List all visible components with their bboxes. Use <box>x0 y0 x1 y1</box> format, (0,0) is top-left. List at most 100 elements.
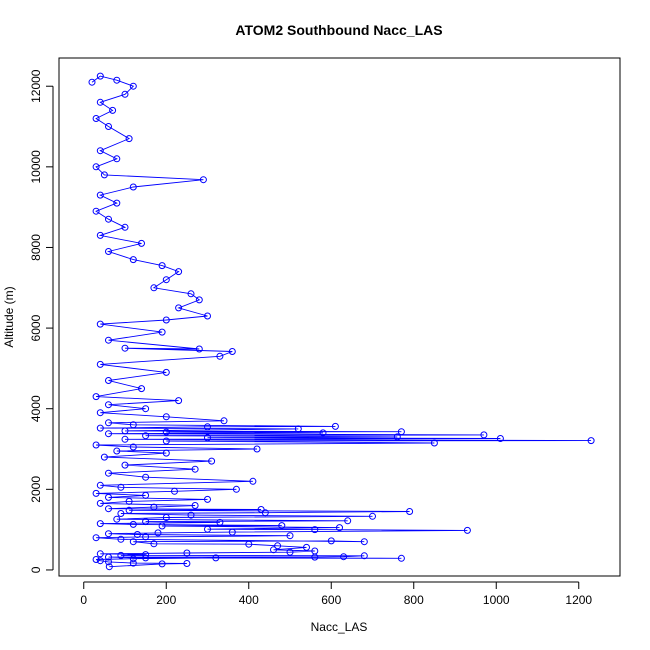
data-point <box>158 560 166 568</box>
data-point <box>92 534 100 542</box>
data-point <box>208 457 216 465</box>
data-point <box>150 540 158 548</box>
y-tick-label: 6000 <box>29 314 43 341</box>
data-point <box>105 553 112 561</box>
data-point <box>162 316 170 324</box>
data-point <box>406 508 414 515</box>
data-point <box>270 546 277 554</box>
data-point <box>129 443 137 451</box>
data-point <box>105 558 112 566</box>
data-point <box>129 421 137 429</box>
series-line <box>91 75 592 568</box>
data-point <box>125 135 133 143</box>
data-point <box>88 78 96 86</box>
data-point <box>96 98 104 106</box>
data-point <box>121 427 129 435</box>
data-point <box>212 554 220 562</box>
data-point <box>204 495 211 503</box>
plot-area <box>58 57 621 577</box>
data-point <box>340 553 348 561</box>
data-point <box>121 344 129 352</box>
data-point <box>162 368 170 376</box>
data-point <box>195 296 203 304</box>
data-point <box>105 377 112 384</box>
data-point <box>129 555 137 563</box>
data-point <box>142 432 150 440</box>
data-point <box>327 537 335 545</box>
data-point <box>105 505 112 513</box>
x-axis-label: Nacc_LAS <box>311 620 368 634</box>
data-point <box>113 76 121 84</box>
data-point <box>96 360 104 368</box>
data-point <box>121 223 129 231</box>
data-point <box>360 552 368 560</box>
data-point <box>100 171 108 179</box>
data-point <box>92 393 100 401</box>
data-point <box>92 441 100 449</box>
data-point <box>142 551 150 559</box>
data-point <box>228 348 236 355</box>
data-point <box>105 248 112 255</box>
data-point <box>142 533 150 541</box>
data-point <box>158 522 166 530</box>
data-point <box>92 489 100 497</box>
data-point <box>142 405 150 413</box>
data-point <box>397 554 405 562</box>
data-point <box>220 417 228 425</box>
data-point <box>319 429 327 437</box>
data-point <box>154 529 162 537</box>
data-point <box>587 437 595 445</box>
x-axis: 0 200 400 600 800 1000 1200 <box>80 581 592 607</box>
data-point <box>100 453 108 461</box>
data-point <box>187 511 195 519</box>
data-point <box>105 493 112 501</box>
y-tick-label: 4000 <box>29 395 43 422</box>
data-point <box>96 320 104 328</box>
data-point <box>125 497 133 505</box>
data-point <box>204 525 211 533</box>
data-point <box>125 506 133 514</box>
x-tick-label: 0 <box>80 593 87 607</box>
data-point <box>109 106 117 114</box>
data-point <box>463 526 471 534</box>
data-point <box>129 82 137 90</box>
data-point <box>393 433 401 441</box>
data-point <box>121 90 129 98</box>
data-point <box>113 447 121 455</box>
data-point <box>162 449 170 457</box>
data-point <box>117 535 125 543</box>
data-point <box>113 515 121 523</box>
data-point <box>257 506 265 513</box>
chart-title: ATOM2 Southbound Nacc_LAS <box>235 22 442 38</box>
data-point <box>249 477 257 485</box>
data-point <box>129 559 137 567</box>
data-point <box>286 532 294 540</box>
data-point <box>311 526 319 534</box>
data-point <box>92 207 100 215</box>
data-point <box>303 543 310 551</box>
data-point <box>162 437 170 445</box>
data-point <box>105 563 113 571</box>
data-point <box>105 215 112 223</box>
data-point <box>150 503 158 511</box>
data-point <box>105 530 112 538</box>
y-axis: 0 2000 4000 6000 8000 10000 12000 <box>29 69 54 573</box>
data-point <box>183 549 191 557</box>
data-point <box>199 176 207 184</box>
x-tick-label: 800 <box>404 593 424 607</box>
data-point <box>113 155 121 163</box>
data-point <box>311 547 319 555</box>
data-point <box>142 473 150 481</box>
data-point <box>162 413 170 421</box>
data-point <box>96 557 104 565</box>
data-point <box>278 522 286 530</box>
data-point <box>117 551 125 559</box>
data-point <box>336 524 343 532</box>
data-point <box>204 312 211 320</box>
data-point <box>171 487 178 495</box>
x-tick-label: 200 <box>156 593 176 607</box>
y-tick-label: 12000 <box>29 69 43 103</box>
data-point <box>397 428 405 436</box>
y-tick-label: 0 <box>29 566 43 573</box>
